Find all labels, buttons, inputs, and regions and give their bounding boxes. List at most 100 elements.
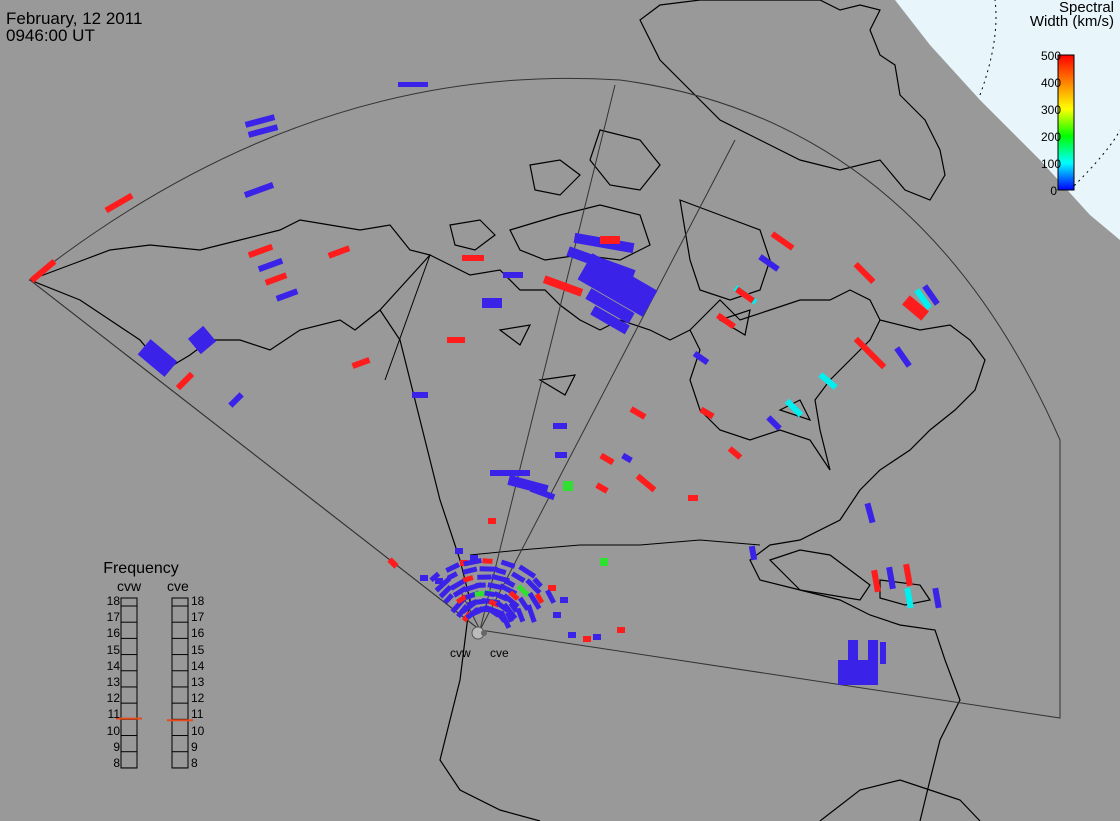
scatter-cell: [922, 284, 940, 306]
colorbar-tick-500: 500: [1041, 49, 1062, 63]
scatter-cell: [482, 558, 493, 564]
scatter-cell: [766, 415, 782, 431]
frequency-tick-right-18: 18: [191, 594, 205, 608]
scatter-cell: [525, 578, 542, 595]
scatter-cell: [429, 571, 441, 583]
scatter-cell: [412, 392, 428, 398]
frequency-radar-cvw-label: cvw: [117, 578, 142, 594]
scatter-cell: [542, 275, 584, 297]
scatter-cell: [770, 231, 795, 251]
scatter-cell: [498, 610, 512, 629]
scatter-cell: [462, 255, 484, 261]
scatter-cell: [462, 575, 474, 583]
frequency-tick-right-10: 10: [191, 723, 205, 738]
scatter-cell: [351, 357, 371, 369]
frequency-tick-left-15: 15: [106, 642, 120, 657]
terminator-dotted-line-2: [1069, 129, 1120, 191]
scatter-cell: [635, 473, 657, 493]
scatter-cell: [187, 325, 217, 355]
scatter-cell: [488, 518, 496, 524]
scatter-cell: [477, 574, 492, 580]
frequency-tick-left-9: 9: [113, 739, 120, 754]
coastlines: [28, 0, 986, 821]
frequency-tick-left-18: 18: [106, 594, 120, 608]
frequency-radar-cve-label: cve: [167, 578, 189, 594]
scatter-cell: [264, 272, 288, 286]
scatter-cell: [529, 485, 556, 501]
scatter-cell: [784, 398, 804, 418]
scatter-cell: [257, 257, 284, 273]
scatter-cell: [534, 592, 545, 605]
scatter-cell: [735, 286, 755, 304]
scatter-cell: [583, 636, 591, 642]
scatter-cell: [903, 563, 913, 587]
scatter-cell: [435, 578, 443, 584]
borders: [384, 254, 761, 556]
scatter-cell: [902, 295, 929, 321]
scatter-cell: [848, 640, 858, 660]
frequency-tick-left-17: 17: [106, 610, 120, 625]
scatter-cell: [748, 545, 758, 561]
scatter-cell: [868, 640, 878, 662]
scatter-cell: [880, 642, 886, 664]
scatter-cell: [585, 288, 635, 324]
frequency-tick-right-13: 13: [191, 674, 205, 689]
colorbar: [1057, 54, 1075, 191]
scatter-cell: [503, 272, 523, 278]
frequency-tick-left-12: 12: [106, 691, 120, 706]
scatter-cell: [475, 582, 486, 588]
scatter-cell: [502, 593, 520, 609]
scatter-cell: [443, 593, 454, 604]
scatter-cell: [470, 555, 478, 561]
scatter-cell: [563, 481, 573, 491]
frequency-tick-left-14: 14: [106, 658, 120, 673]
scatter-cell: [871, 569, 881, 593]
scatter-cell: [600, 236, 620, 244]
scatter-cell: [568, 632, 576, 638]
scatter-cell: [932, 587, 942, 609]
scatter-cell: [505, 611, 514, 623]
frequency-scale-cve: [167, 597, 193, 769]
scatter-cell: [727, 446, 743, 460]
colorbar-tick-100: 100: [1041, 157, 1062, 171]
site-label-cvw: cvw: [450, 646, 471, 660]
scatter-cell: [688, 495, 698, 501]
frequency-title: Frequency: [103, 560, 179, 577]
site-label-cve: cve: [490, 646, 509, 660]
scatter-cell: [243, 182, 275, 198]
frequency-tick-right-11: 11: [191, 707, 204, 722]
scatter-cell: [247, 124, 279, 138]
scatter-cell: [502, 602, 518, 620]
daylight-region: [895, 0, 1120, 240]
scatter-cell: [462, 566, 478, 575]
scatter-cell: [29, 259, 57, 283]
colorbar-title-line2: Width (km/s): [1029, 13, 1114, 30]
scatter-cell: [327, 245, 351, 259]
scatter-cell: [434, 576, 452, 593]
plot-date: February, 12 2011: [6, 9, 143, 28]
scatter-cell: [463, 557, 482, 567]
scatter-cell: [228, 392, 244, 408]
scatter-cell: [716, 312, 736, 330]
frequency-tick-right-8: 8: [191, 755, 198, 770]
scatter-cell: [244, 114, 276, 128]
scatter-cell: [504, 578, 516, 588]
scatter-cell: [526, 604, 537, 623]
scatter-cell: [247, 243, 274, 259]
frequency-tick-right-12: 12: [191, 691, 205, 706]
scatter-cell: [518, 564, 537, 579]
scatter-cell: [500, 559, 516, 569]
plot-time: 0946:00 UT: [6, 26, 95, 45]
scatter-cell: [548, 585, 556, 591]
scatter-cell: [555, 452, 567, 458]
scatter-layer: [29, 82, 942, 685]
scatter-cell: [692, 350, 710, 366]
scatter-cell: [599, 452, 615, 466]
scatter-cell: [590, 305, 630, 335]
scatter-cell: [104, 192, 134, 214]
scatter-cell: [175, 371, 195, 391]
scatter-cell: [595, 482, 609, 494]
scatter-cell: [532, 577, 543, 588]
